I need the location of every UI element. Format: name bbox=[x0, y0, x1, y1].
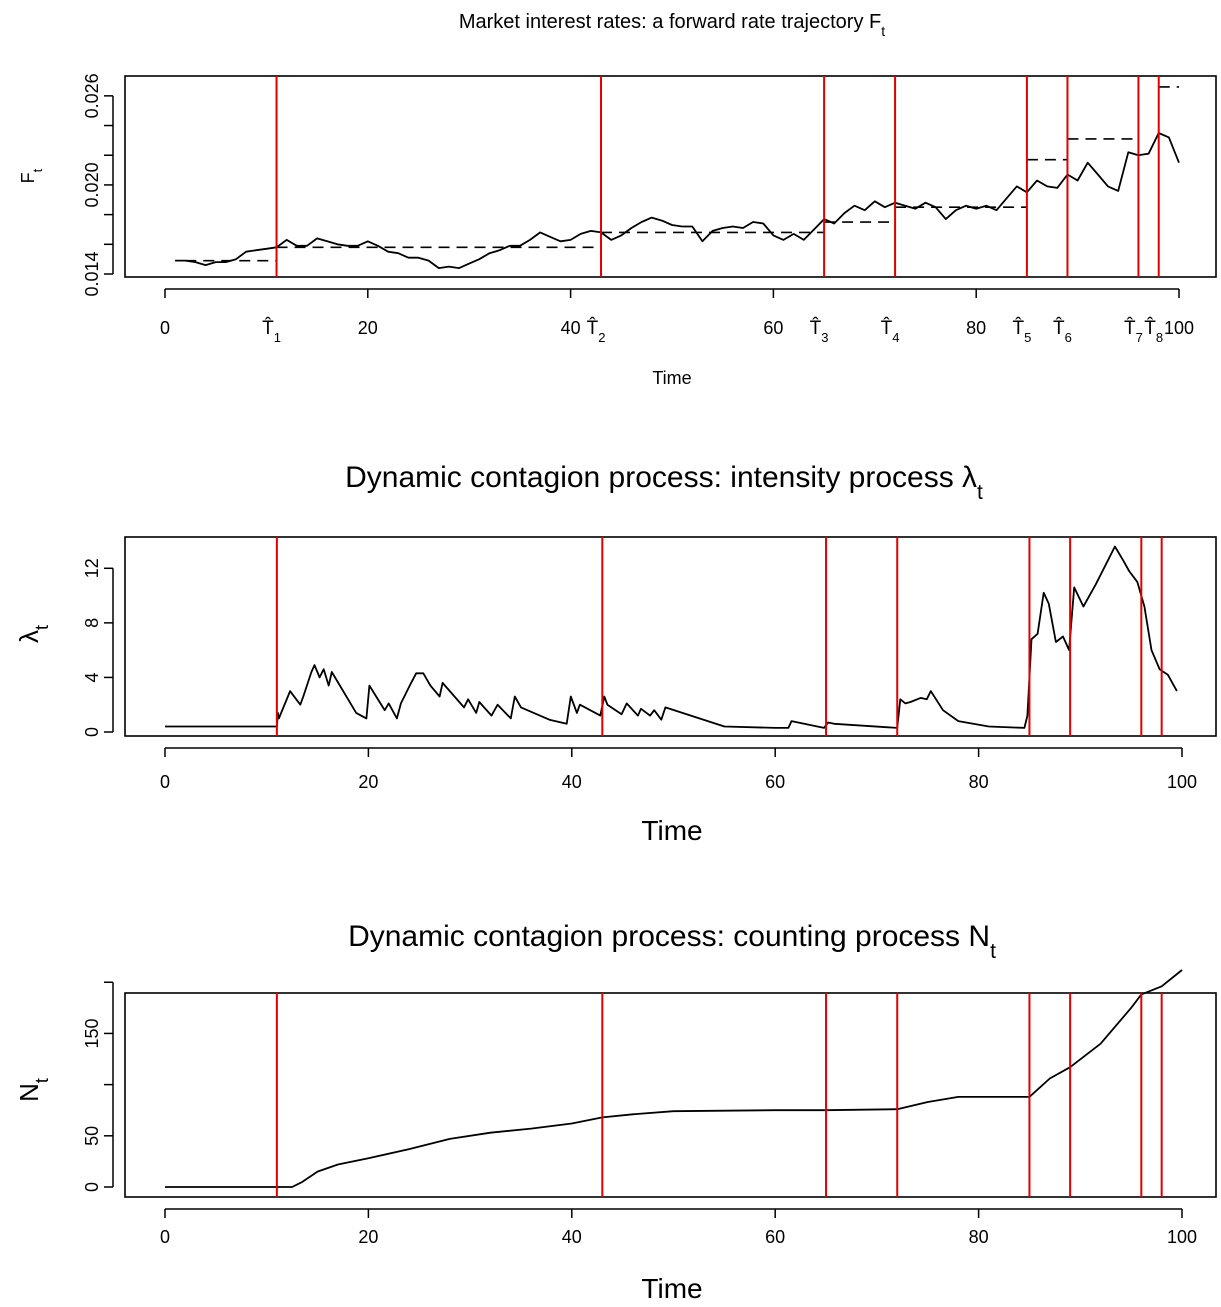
forward-rate-panel: Market interest rates: a forward rate tr… bbox=[18, 11, 1217, 388]
panel3-y-tick-label: 50 bbox=[82, 1126, 102, 1146]
panel2-x-tick-label: 60 bbox=[765, 772, 785, 792]
panel3-plot-frame bbox=[124, 992, 1217, 1198]
panel3-y-tick-label: 0 bbox=[82, 1182, 102, 1192]
panel1-plot-frame bbox=[124, 75, 1217, 278]
panel1-title: Market interest rates: a forward rate tr… bbox=[459, 11, 885, 39]
panel1-series-line bbox=[175, 132, 1180, 270]
panel1-x-tick-label: 100 bbox=[1164, 318, 1194, 338]
panel1-changepoint-label-2: T̂2 bbox=[587, 317, 606, 345]
panel3-x-tick-label: 80 bbox=[969, 1227, 989, 1247]
panel1-changepoint-label-7: T̂7 bbox=[1124, 317, 1143, 345]
panel1-changepoint-label-4: T̂4 bbox=[881, 317, 900, 345]
panel1-x-tick-label: 40 bbox=[561, 318, 581, 338]
panel2-x-tick-label: 0 bbox=[160, 772, 170, 792]
panel2-x-tick-label: 100 bbox=[1167, 772, 1197, 792]
panel1-changepoint-label-5: T̂5 bbox=[1012, 317, 1031, 345]
panel2-y-tick-label: 8 bbox=[82, 618, 102, 628]
panel2-x-tick-label: 40 bbox=[562, 772, 582, 792]
panel1-x-axis-label: Time bbox=[652, 368, 691, 388]
panel1-y-axis-label: Ft bbox=[18, 168, 45, 183]
panel2-series-line bbox=[165, 545, 1178, 729]
intensity-panel: Dynamic contagion process: intensity pro… bbox=[14, 461, 1217, 846]
panel2-plot-frame bbox=[124, 536, 1217, 737]
panel3-x-tick-label: 40 bbox=[562, 1227, 582, 1247]
panel3-x-tick-label: 100 bbox=[1167, 1227, 1197, 1247]
panel3-x-axis-label: Time bbox=[641, 1273, 702, 1304]
panel3-series-line bbox=[165, 969, 1183, 1188]
panel2-x-tick-label: 20 bbox=[358, 772, 378, 792]
panel1-y-tick-label: 0.020 bbox=[82, 162, 102, 207]
panel3-y-axis-label: Nt bbox=[14, 1078, 52, 1102]
counting-panel: Dynamic contagion process: counting proc… bbox=[14, 920, 1217, 1304]
panel2-title: Dynamic contagion process: intensity pro… bbox=[345, 461, 983, 504]
panel3-title: Dynamic contagion process: counting proc… bbox=[348, 920, 996, 963]
panel3-x-tick-label: 20 bbox=[358, 1227, 378, 1247]
panel1-y-tick-label: 0.026 bbox=[82, 73, 102, 118]
panel1-x-tick-label: 0 bbox=[160, 318, 170, 338]
panel2-x-axis-label: Time bbox=[641, 815, 702, 846]
panel1-y-tick-label: 0.014 bbox=[82, 251, 102, 296]
panel1-changepoint-label-6: T̂6 bbox=[1053, 317, 1072, 345]
panel2-x-tick-label: 80 bbox=[969, 772, 989, 792]
panel3-y-tick-label: 150 bbox=[82, 1018, 102, 1048]
panel2-y-axis-label: λt bbox=[14, 625, 52, 643]
panel2-y-tick-label: 0 bbox=[82, 727, 102, 737]
panel1-changepoint-label-1: T̂1 bbox=[262, 317, 281, 345]
panel2-y-tick-label: 12 bbox=[82, 558, 102, 578]
panel1-changepoint-label-3: T̂3 bbox=[810, 317, 829, 345]
panel2-y-tick-label: 4 bbox=[82, 672, 102, 682]
panel1-x-tick-label: 20 bbox=[358, 318, 378, 338]
panel3-x-tick-label: 0 bbox=[160, 1227, 170, 1247]
panel1-x-tick-label: 80 bbox=[966, 318, 986, 338]
panel3-x-tick-label: 60 bbox=[765, 1227, 785, 1247]
panel1-changepoint-label-8: T̂8 bbox=[1144, 317, 1163, 345]
panel1-x-tick-label: 60 bbox=[763, 318, 783, 338]
